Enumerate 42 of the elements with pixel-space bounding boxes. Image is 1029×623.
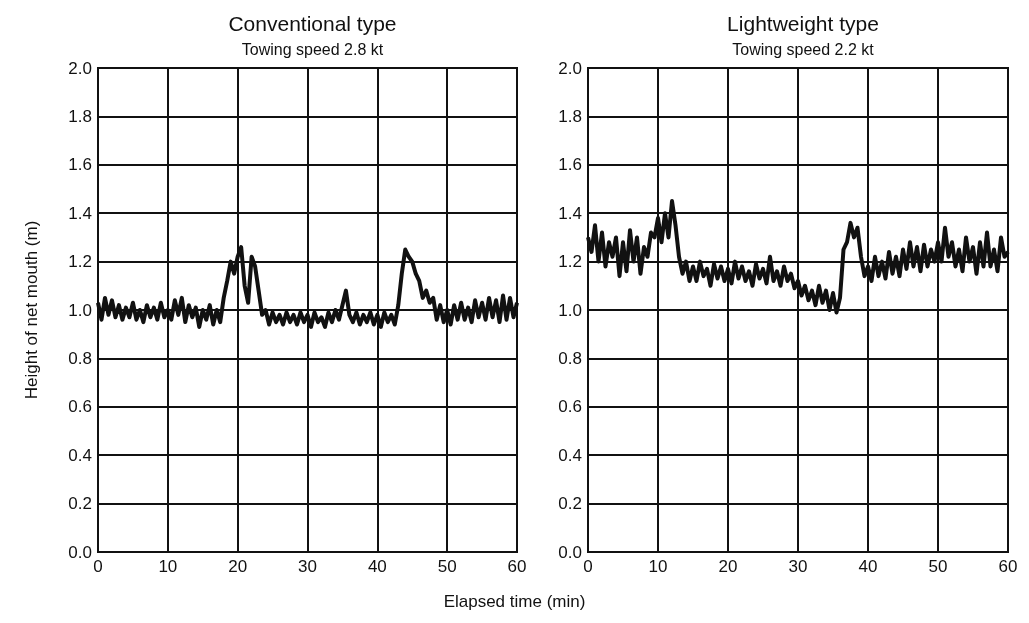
x-tick-label: 60 [998, 557, 1018, 576]
y-tick-label: 2.0 [558, 58, 582, 78]
y-tick-label: 1.8 [68, 106, 92, 126]
x-tick-label: 40 [858, 557, 878, 576]
x-tick-label: 10 [158, 557, 178, 576]
y-tick-label: 0.6 [68, 397, 92, 417]
x-tick-label: 60 [507, 557, 527, 576]
chart-subtitle: Towing speed 2.2 kt [732, 40, 875, 58]
y-tick-label: 0.8 [558, 348, 582, 368]
chart-subtitle: Towing speed 2.8 kt [241, 40, 384, 58]
y-tick-label: 0.2 [68, 494, 92, 514]
chart-title: Lightweight type [727, 12, 879, 35]
x-tick-label: 30 [298, 557, 317, 576]
y-tick-label: 1.2 [558, 252, 582, 272]
y-tick-label: 1.2 [68, 252, 92, 272]
y-tick-label: 0.0 [68, 542, 92, 562]
y-tick-label: 1.6 [558, 155, 582, 175]
y-tick-label: 1.8 [558, 106, 582, 126]
x-tick-label: 10 [648, 557, 668, 576]
x-tick-label: 50 [437, 557, 457, 576]
x-tick-label: 40 [367, 557, 387, 576]
y-tick-label: 0.2 [558, 494, 582, 514]
x-tick-label: 50 [928, 557, 948, 576]
y-tick-label: 0.4 [558, 445, 582, 465]
y-tick-label: 1.0 [68, 300, 92, 320]
y-tick-label: 1.6 [68, 155, 92, 175]
y-tick-label: 0.8 [68, 348, 92, 368]
y-tick-label: 2.0 [68, 58, 92, 78]
x-tick-label: 0 [93, 557, 103, 576]
y-tick-label: 0.0 [558, 542, 582, 562]
x-tick-label: 0 [583, 557, 593, 576]
x-tick-label: 20 [228, 557, 248, 576]
x-axis-title: Elapsed time (min) [442, 592, 587, 612]
chart-title: Conventional type [228, 12, 397, 35]
y-tick-label: 1.4 [68, 203, 92, 223]
x-tick-label: 20 [718, 557, 738, 576]
x-tick-label: 30 [788, 557, 808, 576]
y-axis-title: Height of net mouth (m) [22, 220, 41, 400]
y-tick-label: 1.4 [558, 203, 582, 223]
y-tick-label: 0.4 [68, 445, 92, 465]
y-tick-label: 0.6 [558, 397, 582, 417]
y-tick-label: 1.0 [558, 300, 582, 320]
